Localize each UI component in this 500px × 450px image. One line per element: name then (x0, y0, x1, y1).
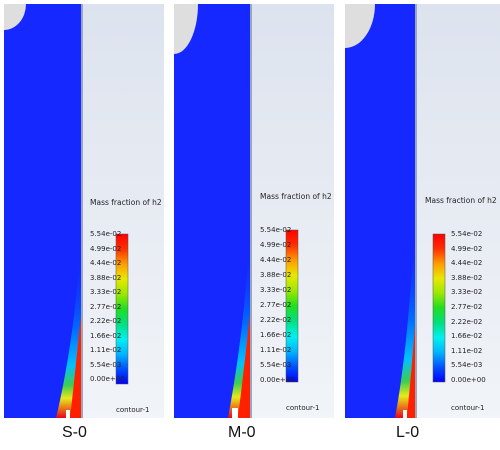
tick-label: 5.54e-03 (90, 360, 122, 369)
legend-title: Mass fraction of h2 (260, 192, 332, 201)
plume-core (238, 314, 250, 418)
tick-label: 1.66e-02 (90, 331, 122, 340)
legend-ticks: 5.54e-02 4.99e-02 4.44e-02 3.88e-02 3.33… (90, 230, 130, 390)
tick-label: 2.22e-02 (451, 317, 483, 326)
tick-label: 1.11e-02 (90, 346, 122, 354)
inlet-corner (4, 4, 26, 30)
h2-plume (395, 234, 415, 418)
tick-label: 5.54e-03 (260, 361, 292, 369)
caption-s0: S-0 (62, 424, 87, 441)
tick-label: 5.54e-02 (451, 230, 483, 238)
injector-gap (232, 408, 238, 418)
contour-label: contour-1 (451, 404, 485, 412)
inlet-corner (174, 4, 198, 54)
tick-label: 0.00e+00 (451, 376, 486, 384)
wall-line (81, 4, 83, 418)
tick-label: 2.22e-02 (260, 316, 292, 324)
caption-m0: M-0 (228, 424, 256, 441)
tick-label: 1.66e-02 (451, 332, 483, 341)
color-scale-bar (115, 233, 129, 385)
tick-label: 4.99e-02 (90, 244, 122, 253)
tick-label: 5.54e-02 (260, 226, 292, 234)
tick-label: 5.54e-02 (90, 230, 122, 238)
tick-label: 3.33e-02 (90, 288, 122, 296)
legend-ticks: 5.54e-02 4.99e-02 4.44e-02 3.88e-02 3.33… (451, 230, 491, 390)
tick-label: 5.54e-03 (451, 361, 483, 370)
tick-label: 3.88e-02 (451, 273, 483, 282)
plume-core (70, 316, 81, 418)
fluid-domain (174, 4, 250, 418)
tick-label: 4.99e-02 (260, 241, 292, 249)
contour-label: contour-1 (116, 406, 150, 414)
tick-label: 1.66e-02 (260, 331, 292, 339)
color-scale-bar (285, 229, 299, 383)
wall-line (415, 4, 417, 418)
legend-ticks: 5.54e-02 4.99e-02 4.44e-02 3.88e-02 3.33… (260, 226, 300, 386)
contour-panel-l0: Mass fraction of h2 5.54e-02 4.99e-02 4.… (345, 4, 500, 418)
color-scale-bar (432, 233, 446, 383)
contour-label: contour-1 (286, 404, 320, 412)
injector-gap (66, 410, 70, 418)
tick-label: 3.33e-02 (260, 286, 292, 294)
tick-label: 1.11e-02 (260, 346, 292, 354)
fluid-domain (4, 4, 81, 418)
contour-plot-s0 (4, 4, 164, 418)
contour-plot-l0 (345, 4, 500, 418)
tick-label: 3.33e-02 (451, 288, 483, 297)
inlet-corner (345, 4, 375, 48)
tick-label: 4.44e-02 (451, 259, 483, 268)
contour-plot-m0 (174, 4, 334, 418)
wall-line (250, 4, 252, 418)
tick-label: 3.88e-02 (260, 271, 292, 279)
tick-label: 4.99e-02 (451, 244, 483, 253)
legend-title: Mass fraction of h2 (425, 196, 497, 205)
contour-panel-s0: Mass fraction of h2 5.54e-02 4.99e-02 4.… (4, 4, 164, 418)
tick-label: 4.44e-02 (260, 256, 292, 264)
tick-label: 0.00e+00 (90, 375, 125, 383)
tick-label: 2.22e-02 (90, 317, 122, 325)
plume-core (407, 324, 415, 418)
fluid-domain (345, 4, 415, 418)
injector-gap (403, 410, 407, 418)
legend-title: Mass fraction of h2 (90, 198, 162, 207)
tick-label: 0.00e+00 (260, 376, 295, 384)
tick-label: 3.88e-02 (90, 273, 122, 282)
tick-label: 2.77e-02 (260, 301, 292, 309)
tick-label: 1.11e-02 (451, 346, 483, 355)
contour-panel-m0: Mass fraction of h2 5.54e-02 4.99e-02 4.… (174, 4, 334, 418)
caption-l0: L-0 (396, 424, 420, 441)
tick-label: 2.77e-02 (451, 303, 483, 311)
tick-label: 4.44e-02 (90, 259, 122, 267)
tick-label: 2.77e-02 (90, 302, 122, 311)
